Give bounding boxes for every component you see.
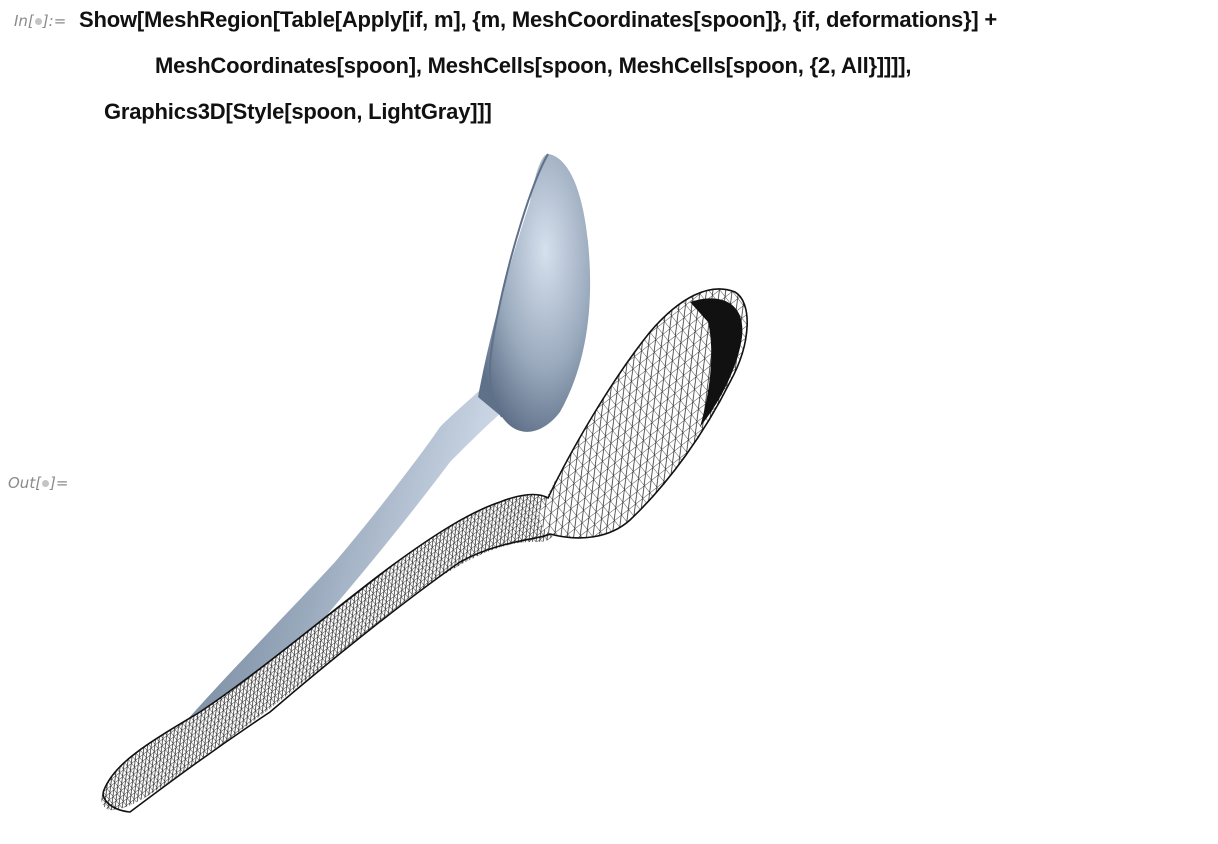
input-label-suffix: ]:=: [42, 12, 67, 30]
output-label-prefix: Out[: [8, 474, 42, 492]
output-label-suffix: ]=: [50, 474, 69, 492]
cell-number-dot-icon: [42, 480, 50, 487]
spoon-mesh-bowl-inner: [690, 298, 743, 427]
input-cell-label: In[ ]:=: [14, 12, 66, 30]
graphics3d-output[interactable]: [90, 142, 770, 822]
cell-number-dot-icon: [34, 18, 42, 25]
spoon-mesh: [101, 288, 748, 813]
input-code-line-2[interactable]: MeshCoordinates[spoon], MeshCells[spoon,…: [155, 53, 912, 78]
spoon-mesh-bowl: [539, 288, 748, 538]
input-code-line-1[interactable]: Show[MeshRegion[Table[Apply[if, m], {m, …: [79, 7, 998, 32]
input-code-line-3[interactable]: Graphics3D[Style[spoon, LightGray]]]: [104, 99, 492, 124]
output-cell-label: Out[ ]=: [8, 474, 68, 492]
spoon-mesh-outline: [102, 288, 748, 813]
input-label-prefix: In[: [14, 12, 34, 30]
spoon-gray-bowl-rim: [488, 153, 549, 418]
spoon-gray-bowl: [478, 154, 591, 432]
spoon-mesh-handle: [101, 494, 556, 811]
spoon-gray: [160, 153, 591, 782]
